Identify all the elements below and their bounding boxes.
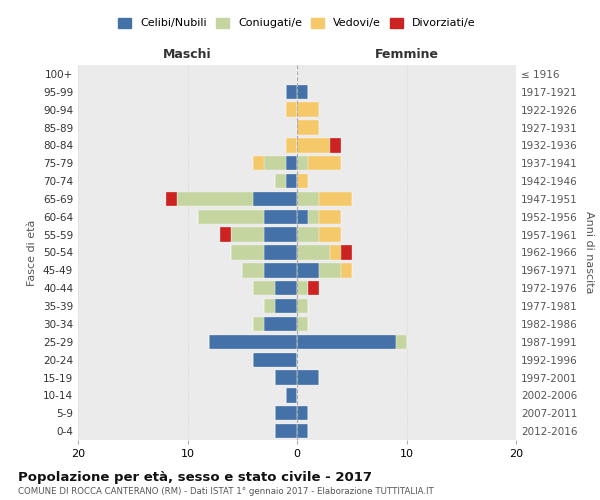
Bar: [308, 281, 319, 295]
Bar: [297, 228, 319, 242]
Bar: [297, 138, 330, 152]
Y-axis label: Anni di nascita: Anni di nascita: [584, 211, 594, 294]
Bar: [308, 156, 341, 170]
Bar: [286, 174, 297, 188]
Bar: [264, 263, 297, 278]
Bar: [297, 174, 308, 188]
Bar: [264, 246, 297, 260]
Bar: [297, 263, 319, 278]
Bar: [330, 246, 341, 260]
Bar: [297, 210, 308, 224]
Bar: [253, 281, 275, 295]
Bar: [275, 370, 297, 384]
Bar: [297, 299, 308, 313]
Bar: [297, 406, 308, 420]
Bar: [264, 210, 297, 224]
Text: Femmine: Femmine: [374, 48, 439, 62]
Bar: [286, 388, 297, 402]
Bar: [308, 210, 319, 224]
Bar: [275, 174, 286, 188]
Bar: [297, 102, 319, 117]
Bar: [330, 138, 341, 152]
Y-axis label: Fasce di età: Fasce di età: [28, 220, 37, 286]
Bar: [297, 424, 308, 438]
Bar: [286, 156, 297, 170]
Bar: [341, 263, 352, 278]
Text: COMUNE DI ROCCA CANTERANO (RM) - Dati ISTAT 1° gennaio 2017 - Elaborazione TUTTI: COMUNE DI ROCCA CANTERANO (RM) - Dati IS…: [18, 486, 434, 496]
Bar: [199, 210, 264, 224]
Bar: [242, 263, 264, 278]
Bar: [297, 192, 319, 206]
Legend: Celibi/Nubili, Coniugati/e, Vedovi/e, Divorziati/e: Celibi/Nubili, Coniugati/e, Vedovi/e, Di…: [115, 14, 479, 32]
Bar: [264, 156, 286, 170]
Bar: [297, 317, 308, 331]
Bar: [297, 120, 319, 134]
Bar: [275, 424, 297, 438]
Bar: [275, 299, 297, 313]
Bar: [264, 228, 297, 242]
Bar: [253, 156, 264, 170]
Bar: [166, 192, 176, 206]
Bar: [297, 156, 308, 170]
Bar: [264, 299, 275, 313]
Bar: [209, 334, 297, 349]
Bar: [319, 263, 341, 278]
Text: Maschi: Maschi: [163, 48, 212, 62]
Bar: [319, 192, 352, 206]
Bar: [232, 246, 264, 260]
Bar: [297, 84, 308, 99]
Bar: [319, 228, 341, 242]
Bar: [275, 406, 297, 420]
Bar: [232, 228, 264, 242]
Bar: [297, 334, 395, 349]
Bar: [253, 192, 297, 206]
Bar: [341, 246, 352, 260]
Bar: [286, 138, 297, 152]
Bar: [297, 246, 330, 260]
Bar: [319, 210, 341, 224]
Bar: [220, 228, 232, 242]
Bar: [253, 352, 297, 367]
Bar: [286, 102, 297, 117]
Bar: [395, 334, 407, 349]
Bar: [275, 281, 297, 295]
Bar: [253, 317, 264, 331]
Bar: [297, 370, 319, 384]
Bar: [286, 84, 297, 99]
Bar: [176, 192, 253, 206]
Text: Popolazione per età, sesso e stato civile - 2017: Popolazione per età, sesso e stato civil…: [18, 472, 372, 484]
Bar: [264, 317, 297, 331]
Bar: [297, 281, 308, 295]
